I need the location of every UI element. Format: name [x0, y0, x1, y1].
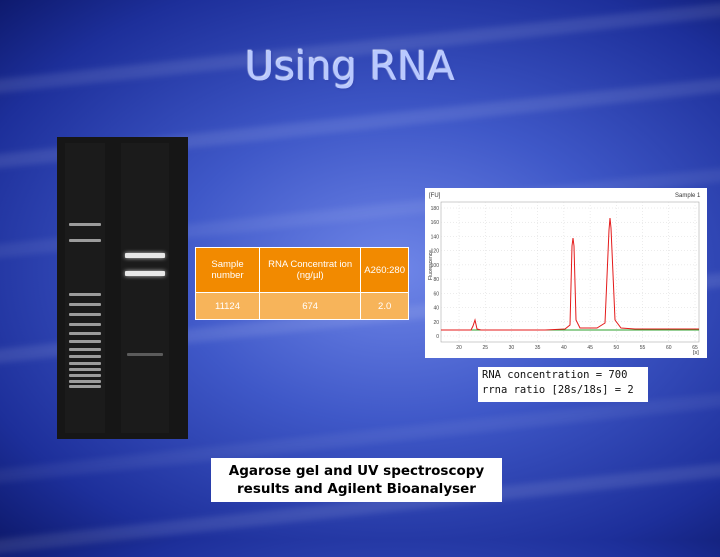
header-sample-number: Sample number	[195, 247, 260, 293]
x-tick-label: 25	[482, 345, 488, 351]
y-tick-label: 20	[433, 320, 439, 326]
caption-line-2: rrna ratio [28s/18s] = 2	[482, 384, 634, 396]
gel-sample-lane	[121, 143, 169, 433]
y-tick-label: 100	[431, 263, 440, 269]
y-tick-label: 160	[431, 220, 440, 226]
x-tick-label: 65	[692, 345, 698, 351]
cell-rna-concentration: 674	[258, 292, 362, 320]
y-tick-label: 120	[431, 249, 440, 255]
figure-caption-line-1: Agarose gel and UV spectroscopy	[228, 463, 485, 479]
gel-ladder-lane	[65, 143, 105, 433]
cell-sample-number: 11124	[195, 292, 260, 320]
cell-a260-280: 2.0	[360, 292, 409, 320]
y-tick-label: 40	[433, 306, 439, 312]
bioanalyzer-electropherogram: [FU] Sample 1 Fluorescence 1801601401201…	[425, 188, 707, 358]
caption-line-1: RNA concentration = 700	[482, 369, 628, 381]
y-axis-title: Fluorescence	[428, 250, 434, 280]
x-tick-label: 55	[640, 345, 646, 351]
x-tick-label: 20	[456, 345, 462, 351]
x-tick-label: 50	[614, 345, 620, 351]
sample-label: Sample 1	[675, 193, 701, 199]
y-tick-labels: 180 160 140 120 100 80 60 40 20 0	[431, 206, 440, 340]
x-tick-label: 45	[587, 345, 593, 351]
figure-caption-line-2: results and Agilent Bioanalyser	[237, 481, 476, 497]
figure-caption: Agarose gel and UV spectroscopy results …	[211, 458, 502, 502]
agarose-gel-image	[57, 137, 188, 439]
x-tick-label: 30	[509, 345, 515, 351]
x-tick-label: 35	[535, 345, 541, 351]
y-tick-label: 180	[431, 206, 440, 212]
header-a260-280: A260:280	[360, 247, 409, 293]
y-tick-label: 60	[433, 291, 439, 297]
x-tick-label: 60	[666, 345, 672, 351]
fluorescence-trace	[441, 217, 699, 331]
x-tick-label: 40	[561, 345, 567, 351]
y-unit-label: [FU]	[429, 193, 441, 199]
y-tick-label: 80	[433, 277, 439, 283]
slide-title: Using RNA	[245, 44, 455, 90]
y-tick-label: 140	[431, 234, 440, 240]
bioanalyzer-caption: RNA concentration = 700 rrna ratio [28s/…	[478, 367, 648, 402]
x-tick-labels: 20 25 30 35 40 45 50 55 60 65	[456, 345, 698, 351]
x-unit-label: [s]	[693, 350, 699, 356]
header-rna-concentration: RNA Concentrat ion (ng/µl)	[258, 247, 362, 293]
y-tick-label: 0	[436, 334, 439, 340]
rna-results-table: Sample number RNA Concentrat ion (ng/µl)…	[195, 247, 409, 320]
